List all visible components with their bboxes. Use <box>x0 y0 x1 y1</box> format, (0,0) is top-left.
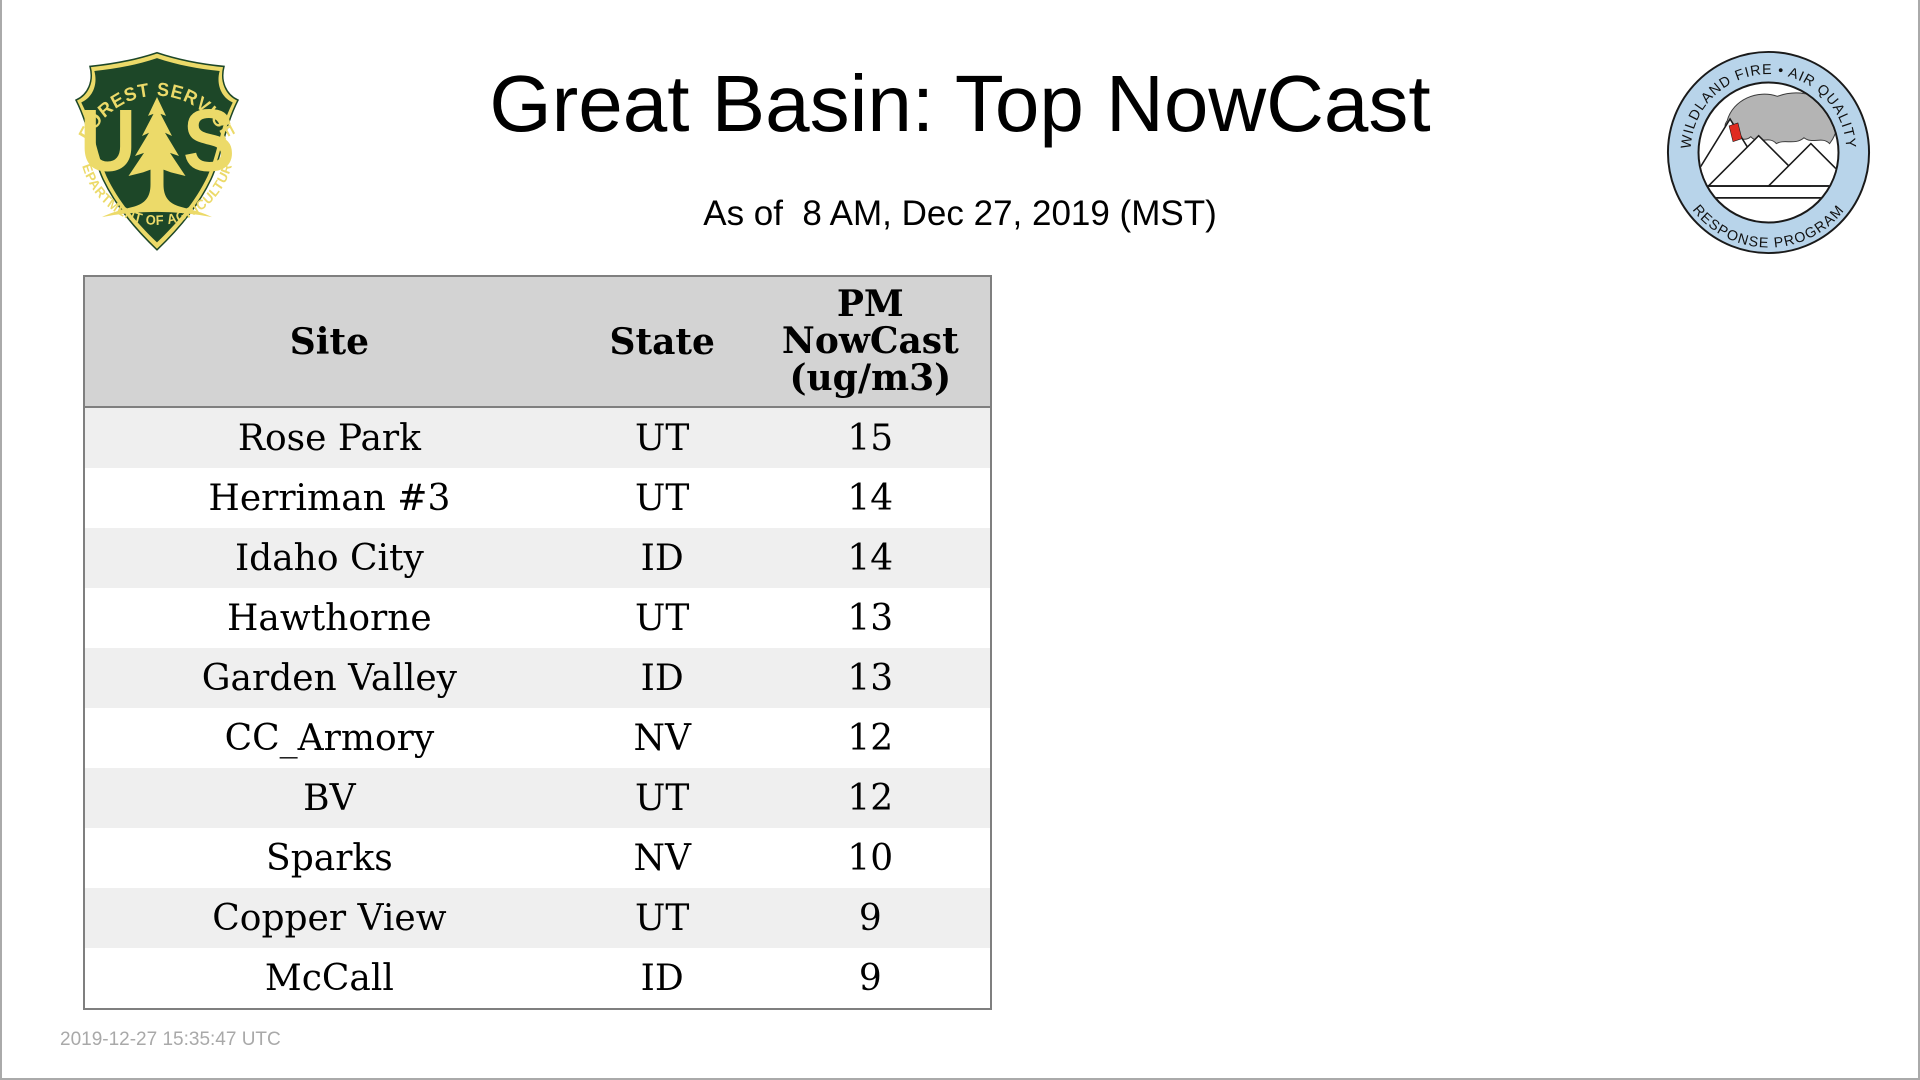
table-row: Hawthorne UT 13 <box>84 588 991 648</box>
site-cell: McCall <box>84 948 574 1009</box>
nowcast-table: Site State PM NowCast (ug/m3) Rose Park … <box>83 275 992 1010</box>
value-cell: 9 <box>750 948 991 1009</box>
value-cell: 12 <box>750 708 991 768</box>
site-cell: Idaho City <box>84 528 574 588</box>
table-row: Herriman #3 UT 14 <box>84 468 991 528</box>
site-cell: CC_Armory <box>84 708 574 768</box>
table-row: McCall ID 9 <box>84 948 991 1009</box>
page-subtitle: As of 8 AM, Dec 27, 2019 (MST) <box>703 194 1217 233</box>
state-cell: NV <box>573 828 751 888</box>
shield-letter-u: U <box>80 92 136 190</box>
pm-header-line-1: PM <box>836 283 904 325</box>
table-row: Copper View UT 9 <box>84 888 991 948</box>
flame-icon <box>1728 122 1743 143</box>
pine-tree-base <box>102 184 212 218</box>
table-header: Site State PM NowCast (ug/m3) <box>84 276 991 408</box>
value-cell: 14 <box>750 468 991 528</box>
value-cell: 9 <box>750 888 991 948</box>
table-row: Sparks NV 10 <box>84 828 991 888</box>
column-header-site: Site <box>84 276 574 408</box>
value-cell: 14 <box>750 528 991 588</box>
generation-timestamp: 2019-12-27 15:35:47 UTC <box>60 1029 281 1050</box>
state-cell: ID <box>573 948 751 1009</box>
column-header-pm-nowcast: PM NowCast (ug/m3) <box>750 276 991 408</box>
pm-header-line-2: NowCast <box>781 320 959 362</box>
state-cell: NV <box>573 708 751 768</box>
site-cell: Copper View <box>84 888 574 948</box>
table-row: Garden Valley ID 13 <box>84 648 991 708</box>
wildland-fire-aqrp-logo: WILDLAND FIRE • AIR QUALITY RESPONSE PRO… <box>1666 50 1871 255</box>
state-cell: UT <box>573 768 751 828</box>
shield-letter-s: S <box>183 92 235 190</box>
table-row: Rose Park UT 15 <box>84 407 991 468</box>
site-cell: BV <box>84 768 574 828</box>
table-row: BV UT 12 <box>84 768 991 828</box>
site-cell: Rose Park <box>84 407 574 468</box>
value-cell: 15 <box>750 407 991 468</box>
table-row: Idaho City ID 14 <box>84 528 991 588</box>
pine-tree-icon <box>128 96 186 189</box>
state-cell: UT <box>573 588 751 648</box>
value-cell: 13 <box>750 588 991 648</box>
site-cell: Sparks <box>84 828 574 888</box>
state-cell: UT <box>573 468 751 528</box>
forest-service-logo: FOREST SERVICE U S DEPARTMENT OF AGRICUL… <box>57 39 240 251</box>
pm-header-line-3: (ug/m3) <box>789 357 952 399</box>
page-title: Great Basin: Top NowCast <box>489 59 1431 148</box>
state-cell: UT <box>573 407 751 468</box>
state-cell: ID <box>573 648 751 708</box>
column-header-state: State <box>573 276 751 408</box>
site-cell: Hawthorne <box>84 588 574 648</box>
state-cell: UT <box>573 888 751 948</box>
value-cell: 13 <box>750 648 991 708</box>
value-cell: 12 <box>750 768 991 828</box>
table-row: CC_Armory NV 12 <box>84 708 991 768</box>
site-cell: Herriman #3 <box>84 468 574 528</box>
value-cell: 10 <box>750 828 991 888</box>
state-cell: ID <box>573 528 751 588</box>
site-cell: Garden Valley <box>84 648 574 708</box>
